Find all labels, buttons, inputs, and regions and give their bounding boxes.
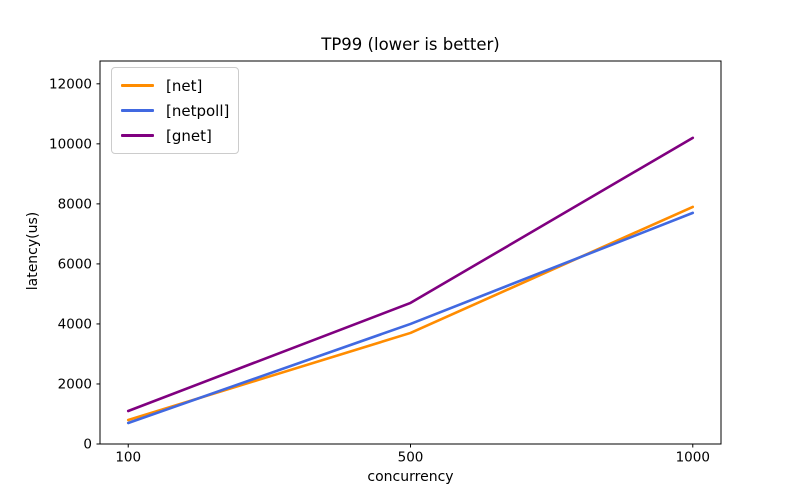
series-line-gnet <box>126 136 695 413</box>
x-axis-label: concurrency <box>367 469 454 485</box>
legend-item-netpoll: [netpoll] <box>121 98 229 123</box>
y-tick-label: 2000 <box>58 376 92 392</box>
x-tick-label: 500 <box>398 450 424 466</box>
x-tick-label: 100 <box>115 450 141 466</box>
plot-border <box>99 60 722 445</box>
chart-title: TP99 (lower is better) <box>321 35 500 54</box>
legend-item-gnet: [gnet] <box>121 123 229 148</box>
y-tick-label: 10000 <box>49 136 92 152</box>
x-tick-label: 1000 <box>676 450 710 466</box>
y-tick-label: 0 <box>83 436 92 452</box>
y-axis-label: latency(us) <box>25 211 41 291</box>
legend-item-net: [net] <box>121 73 229 98</box>
legend: [net] [netpoll] [gnet] <box>111 67 240 154</box>
y-tick-label: 6000 <box>58 256 92 272</box>
legend-swatch-netpoll <box>121 109 154 112</box>
series-line-netpoll <box>126 211 695 425</box>
series-line-net <box>126 205 695 422</box>
legend-item-label: [net] <box>166 76 203 95</box>
legend-item-label: [gnet] <box>166 126 212 145</box>
y-tick-label: 8000 <box>58 196 92 212</box>
legend-swatch-gnet <box>121 134 154 137</box>
y-tick-label: 4000 <box>58 316 92 332</box>
y-tick-label: 12000 <box>49 76 92 92</box>
legend-item-label: [netpoll] <box>166 101 230 120</box>
legend-swatch-net <box>121 84 154 87</box>
